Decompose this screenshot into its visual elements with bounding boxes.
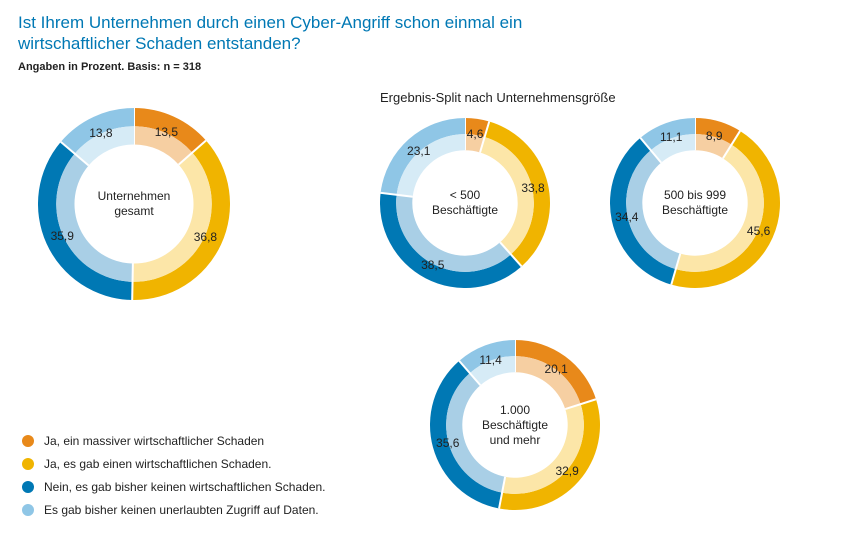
donut-value-label: 20,1 — [544, 362, 567, 376]
donut-value-label: 13,5 — [155, 125, 178, 139]
legend-label: Ja, ein massiver wirtschaftlicher Schade… — [44, 434, 264, 448]
donut-svg — [610, 118, 780, 288]
donut-gte1000: 1.000Beschäftigteund mehr20,132,935,611,… — [430, 340, 600, 510]
legend: Ja, ein massiver wirtschaftlicher Schade… — [22, 425, 326, 526]
legend-swatch — [22, 435, 34, 447]
donut-svg — [430, 340, 600, 510]
donut-value-label: 33,8 — [521, 181, 544, 195]
donut-value-label: 11,4 — [479, 353, 501, 367]
split-header: Ergebnis-Split nach Unternehmensgröße — [380, 90, 616, 105]
donut-value-label: 36,8 — [194, 230, 217, 244]
legend-swatch — [22, 481, 34, 493]
donut-svg — [38, 108, 230, 300]
donut-svg — [380, 118, 550, 288]
legend-item: Nein, es gab bisher keinen wirtschaftlic… — [22, 480, 326, 494]
legend-label: Es gab bisher keinen unerlaubten Zugriff… — [44, 503, 319, 517]
legend-swatch — [22, 458, 34, 470]
donut-500_999: 500 bis 999Beschäftigte8,945,634,411,1 — [610, 118, 780, 288]
page-title: Ist Ihrem Unternehmen durch einen Cyber-… — [18, 12, 538, 55]
donut-separator — [132, 264, 133, 300]
page-subtitle: Angaben in Prozent. Basis: n = 318 — [18, 61, 840, 73]
legend-item: Ja, es gab einen wirtschaftlichen Schade… — [22, 457, 326, 471]
donut-total: Unternehmengesamt13,536,835,913,8 — [38, 108, 230, 300]
donut-value-label: 23,1 — [407, 144, 430, 158]
donut-value-label: 45,6 — [747, 224, 770, 238]
donut-value-label: 13,8 — [89, 126, 112, 140]
donut-value-label: 4,6 — [467, 127, 484, 141]
legend-item: Es gab bisher keinen unerlaubten Zugriff… — [22, 503, 326, 517]
legend-swatch — [22, 504, 34, 516]
donut-value-label: 38,5 — [421, 258, 444, 272]
legend-label: Nein, es gab bisher keinen wirtschaftlic… — [44, 480, 326, 494]
donut-value-label: 11,1 — [660, 130, 682, 144]
donut-lt500: < 500Beschäftigte4,633,838,523,1 — [380, 118, 550, 288]
donut-value-label: 35,6 — [436, 436, 459, 450]
donut-value-label: 34,4 — [615, 210, 638, 224]
legend-label: Ja, es gab einen wirtschaftlichen Schade… — [44, 457, 271, 471]
donut-value-label: 8,9 — [706, 129, 723, 143]
legend-item: Ja, ein massiver wirtschaftlicher Schade… — [22, 434, 326, 448]
donut-value-label: 32,9 — [555, 464, 578, 478]
donut-value-label: 35,9 — [51, 229, 74, 243]
